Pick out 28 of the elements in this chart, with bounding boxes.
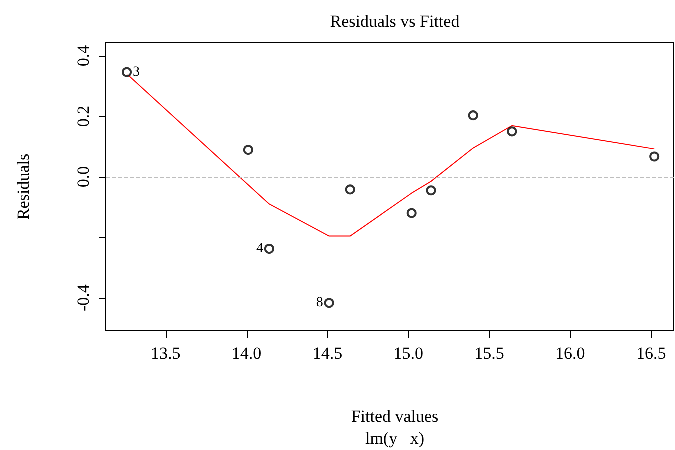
chart-title: Residuals vs Fitted xyxy=(330,12,460,31)
point xyxy=(507,126,518,137)
x-tick-label: 14.0 xyxy=(232,344,262,363)
annotation: 4 xyxy=(256,242,264,257)
y-tick-label: -0.4 xyxy=(74,284,93,312)
y-tick-label: 0.4 xyxy=(74,44,93,67)
point xyxy=(406,208,417,218)
point xyxy=(264,244,274,254)
point xyxy=(468,110,478,121)
x-tick-label: 15.5 xyxy=(474,344,504,363)
x-tick-label: 16.0 xyxy=(556,344,586,363)
y-tick-label: 0.0 xyxy=(74,166,93,188)
y-tick-label: 0.2 xyxy=(74,106,93,128)
x-axis-title: Fitted values xyxy=(351,407,439,426)
x-tick-label: 15.0 xyxy=(394,344,424,363)
x-tick-label: 16.5 xyxy=(636,344,666,363)
point xyxy=(122,67,132,78)
annotation: 3 xyxy=(133,64,140,80)
point xyxy=(345,184,356,195)
point xyxy=(426,186,436,196)
annotation: 8 xyxy=(316,296,324,311)
text: lm(y x) xyxy=(365,429,425,448)
point xyxy=(324,298,334,308)
x-tick-label: 13.5 xyxy=(151,344,181,363)
x-tick-label: 14.5 xyxy=(312,344,343,363)
point xyxy=(650,152,660,162)
y-axis-title: Residuals xyxy=(14,154,33,220)
point xyxy=(243,145,254,156)
